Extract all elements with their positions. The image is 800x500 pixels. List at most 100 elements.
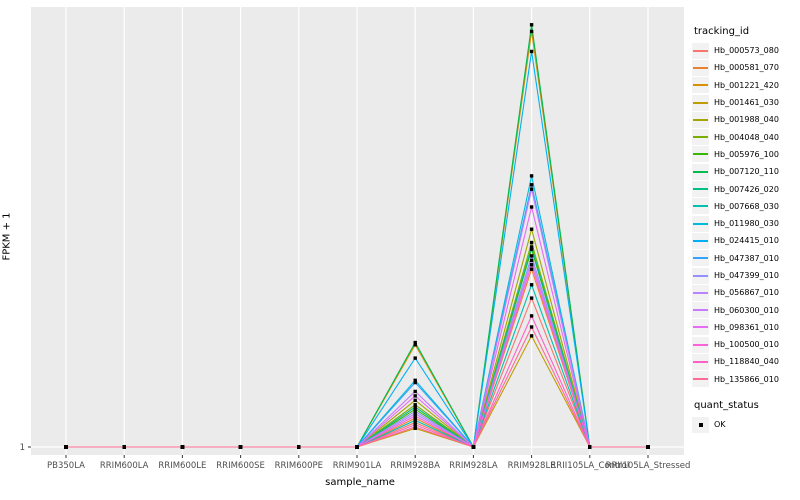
data-point bbox=[529, 258, 534, 263]
data-point bbox=[529, 334, 534, 338]
data-point bbox=[413, 356, 417, 360]
legend-tracking-title: tracking_id bbox=[694, 26, 750, 37]
data-point bbox=[529, 23, 534, 27]
data-point bbox=[180, 445, 185, 449]
legend-item-label: OK bbox=[714, 420, 726, 430]
legend-key-line-icon bbox=[692, 163, 709, 180]
data-point bbox=[529, 267, 534, 271]
data-point bbox=[529, 314, 534, 318]
legend-item-Hb_001988_040: Hb_001988_040 bbox=[692, 111, 798, 128]
legend-item-label: Hb_001461_030 bbox=[714, 98, 779, 108]
legend-item-label: Hb_118840_040 bbox=[714, 357, 779, 367]
data-point bbox=[529, 49, 534, 54]
legend-key-line-icon bbox=[692, 250, 709, 267]
legend-key-line-icon bbox=[692, 353, 709, 370]
data-point bbox=[529, 263, 534, 267]
legend-item-label: Hb_135866_010 bbox=[714, 374, 779, 384]
legend-item-label: Hb_011980_030 bbox=[714, 219, 779, 229]
x-tick-label: RRIM901LA bbox=[333, 461, 382, 471]
legend-key-line-icon bbox=[692, 284, 709, 301]
legend-item-Hb_047399_010: Hb_047399_010 bbox=[692, 267, 798, 284]
data-point bbox=[413, 394, 417, 398]
legend-item-quant-OK: OK bbox=[692, 416, 798, 433]
data-point bbox=[413, 343, 417, 347]
legend-key-line-icon bbox=[692, 181, 709, 198]
x-tick-label: RRIM600LE bbox=[158, 461, 206, 471]
data-point bbox=[529, 205, 534, 209]
legend-item-Hb_100500_010: Hb_100500_010 bbox=[692, 336, 798, 353]
data-point bbox=[529, 187, 534, 191]
x-tick-label: RRIM600LA bbox=[100, 461, 149, 471]
legend-item-Hb_047387_010: Hb_047387_010 bbox=[692, 250, 798, 267]
data-point bbox=[297, 445, 301, 449]
data-point bbox=[529, 296, 534, 300]
data-point bbox=[413, 407, 417, 411]
legend-item-label: Hb_007120_110 bbox=[714, 167, 779, 177]
legend-item-Hb_056867_010: Hb_056867_010 bbox=[692, 284, 798, 301]
legend-key-line-icon bbox=[692, 59, 709, 76]
legend-item-label: Hb_004048_040 bbox=[714, 132, 779, 142]
legend-key-line-icon bbox=[692, 232, 709, 249]
legend-item-label: Hb_100500_010 bbox=[714, 340, 779, 350]
legend-item-Hb_098361_010: Hb_098361_010 bbox=[692, 319, 798, 336]
legend-item-Hb_007120_110: Hb_007120_110 bbox=[692, 163, 798, 180]
legend-item-label: Hb_001221_420 bbox=[714, 80, 779, 90]
data-point bbox=[122, 445, 126, 449]
legend-item-Hb_000581_070: Hb_000581_070 bbox=[692, 59, 798, 76]
legend-quant-title: quant_status bbox=[694, 400, 759, 411]
data-point bbox=[413, 409, 417, 414]
legend-key-line-icon bbox=[692, 302, 709, 319]
legend-item-label: Hb_024415_010 bbox=[714, 236, 779, 246]
data-point bbox=[413, 416, 417, 420]
legend-item-Hb_001221_420: Hb_001221_420 bbox=[692, 77, 798, 94]
legend-item-Hb_007668_030: Hb_007668_030 bbox=[692, 198, 798, 215]
data-point bbox=[64, 445, 68, 449]
data-point bbox=[588, 445, 592, 449]
legend-tracking-id: tracking_id Hb_000573_080 Hb_000581_070 Hb… bbox=[692, 26, 798, 388]
legend-key-line-icon bbox=[692, 111, 709, 128]
x-tick-label: RRIM600PE bbox=[275, 461, 323, 471]
legend-key-line-icon bbox=[692, 198, 709, 215]
legend-item-label: Hb_047387_010 bbox=[714, 253, 779, 263]
legend-key-line-icon bbox=[692, 319, 709, 336]
y-tick-label: 1 bbox=[20, 443, 25, 453]
legend-item-label: Hb_000581_070 bbox=[714, 63, 779, 73]
legend-key-line-icon bbox=[692, 77, 709, 94]
data-point bbox=[529, 183, 534, 187]
legend-key-line-icon bbox=[692, 215, 709, 232]
data-point bbox=[529, 254, 534, 258]
x-axis-title: sample_name bbox=[325, 477, 395, 488]
legend-item-label: Hb_007426_020 bbox=[714, 184, 779, 194]
data-point bbox=[238, 445, 243, 449]
data-point bbox=[529, 247, 534, 251]
data-point bbox=[413, 378, 417, 383]
legend-item-label: Hb_007668_030 bbox=[714, 201, 779, 211]
data-point bbox=[471, 445, 476, 449]
data-point bbox=[413, 340, 417, 345]
x-tick-label: PB350LA bbox=[47, 461, 85, 471]
legend-item-Hb_007426_020: Hb_007426_020 bbox=[692, 180, 798, 198]
data-point bbox=[413, 414, 417, 418]
legend-item-label: Hb_056867_010 bbox=[714, 288, 779, 298]
data-point bbox=[413, 403, 417, 407]
legend-item-Hb_004048_040: Hb_004048_040 bbox=[692, 128, 798, 146]
data-point bbox=[413, 423, 417, 427]
legend-item-Hb_024415_010: Hb_024415_010 bbox=[692, 232, 798, 249]
legend-key-line-icon bbox=[692, 129, 709, 146]
data-point bbox=[413, 389, 417, 394]
data-point bbox=[413, 398, 417, 403]
data-point bbox=[413, 405, 417, 409]
legend-tracking-rows: Hb_000573_080 Hb_000581_070 Hb_001221_420 H… bbox=[692, 42, 798, 388]
data-point bbox=[413, 420, 417, 425]
legend-key-line-icon bbox=[692, 94, 709, 111]
legend-key-line-icon bbox=[692, 42, 709, 59]
data-point bbox=[413, 425, 417, 429]
data-point bbox=[413, 380, 417, 385]
legend-key-square-icon bbox=[692, 416, 709, 433]
x-tick-label: RRIM928LE bbox=[508, 461, 556, 471]
legend-item-Hb_001461_030: Hb_001461_030 bbox=[692, 94, 798, 111]
legend-item-Hb_118840_040: Hb_118840_040 bbox=[692, 353, 798, 370]
legend-item-label: Hb_001988_040 bbox=[714, 115, 779, 125]
data-point bbox=[355, 445, 359, 449]
